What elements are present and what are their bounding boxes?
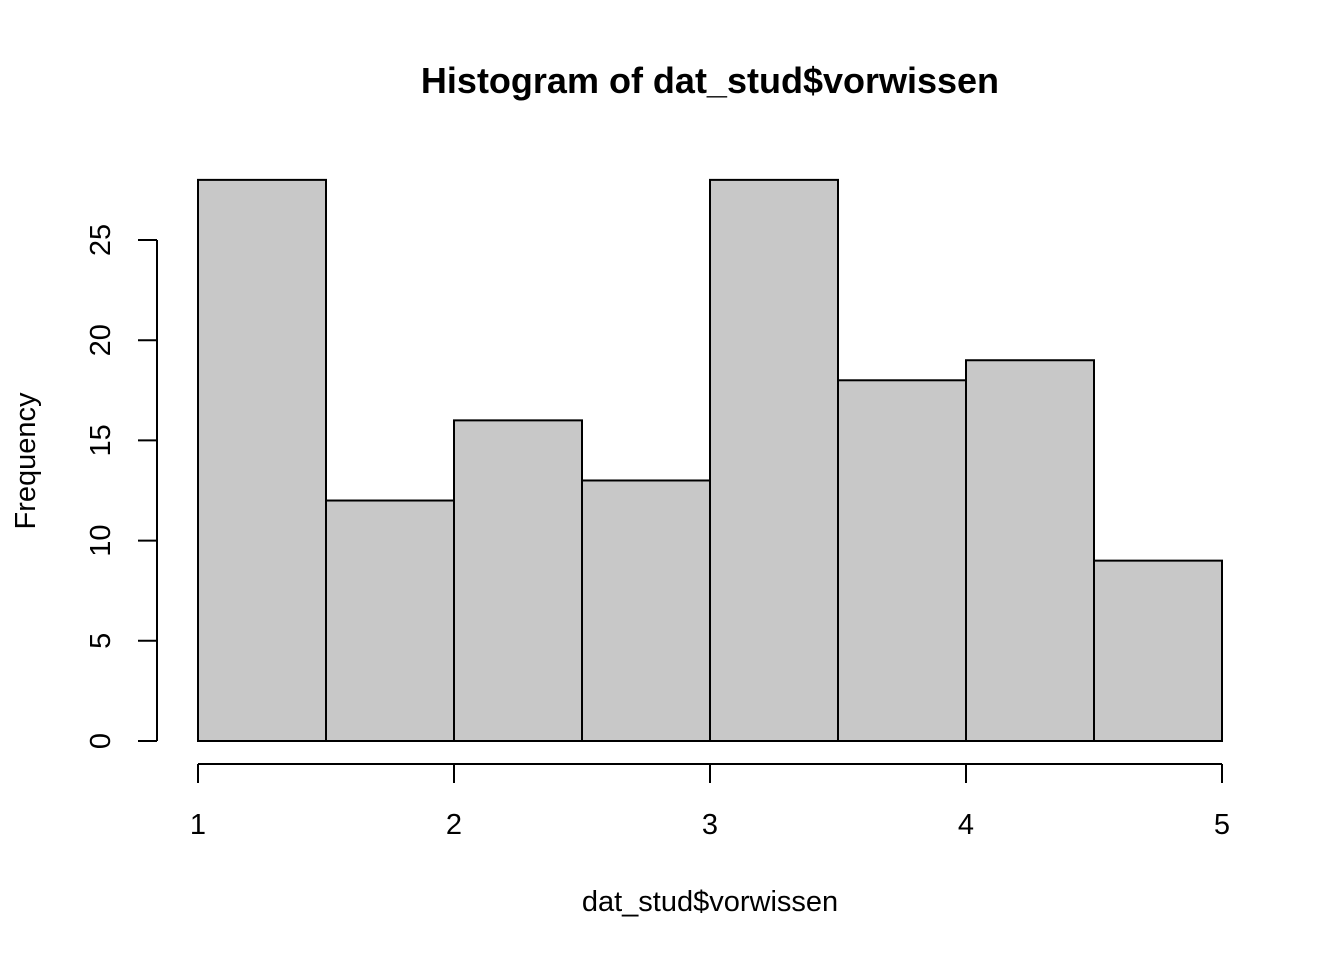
y-tick-label: 20: [85, 324, 117, 356]
x-tick-label: 2: [446, 809, 462, 841]
histogram-bar: [325, 499, 455, 742]
histogram-bar: [197, 178, 327, 742]
histogram-bar: [965, 359, 1095, 742]
y-tick-label: 0: [85, 733, 117, 749]
y-axis: 0 5 10 15 20 25: [85, 224, 158, 749]
histogram-bar: [581, 479, 711, 742]
x-tick-label: 4: [958, 809, 974, 841]
bars-group: [197, 178, 1223, 743]
y-tick-label: 25: [85, 224, 117, 256]
histogram-bar: [837, 379, 967, 742]
x-tick-label: 3: [702, 809, 718, 841]
y-axis-label: Frequency: [10, 392, 42, 530]
x-axis: 1 2 3 4 5: [190, 763, 1230, 841]
x-tick-label: 1: [190, 809, 206, 841]
x-tick-label: 5: [1214, 809, 1230, 841]
chart-title: Histogram of dat_stud$vorwissen: [421, 60, 999, 101]
y-tick-label: 15: [85, 424, 117, 456]
x-axis-label: dat_stud$vorwissen: [582, 886, 838, 918]
histogram-bar: [1093, 559, 1223, 743]
histogram-bar: [453, 419, 583, 742]
y-tick-label: 10: [85, 524, 117, 556]
y-tick-label: 5: [85, 633, 117, 649]
histogram-bar: [709, 178, 839, 742]
